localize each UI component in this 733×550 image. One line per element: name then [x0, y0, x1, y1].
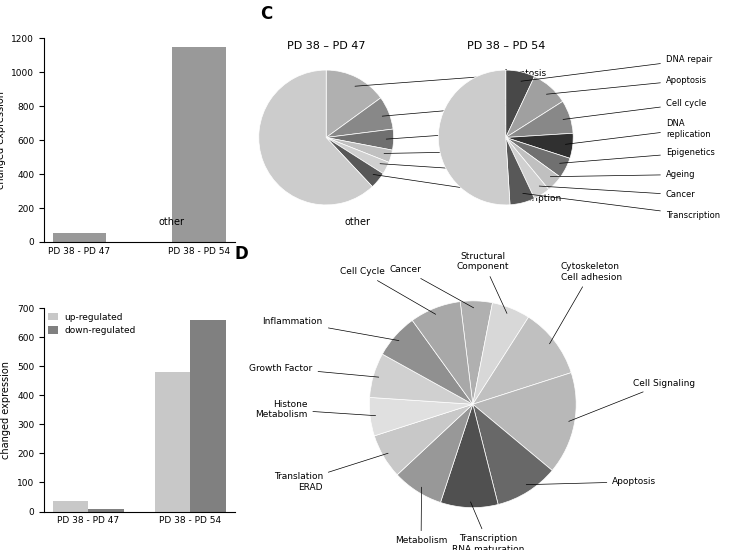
- Wedge shape: [506, 101, 573, 138]
- Wedge shape: [412, 301, 473, 404]
- Bar: [88, 509, 124, 512]
- Text: Ageing: Ageing: [384, 146, 535, 156]
- Bar: [155, 372, 191, 512]
- Title: PD 38 – PD 47: PD 38 – PD 47: [287, 41, 366, 51]
- Wedge shape: [369, 398, 473, 436]
- Text: Transcription: Transcription: [373, 174, 561, 203]
- Text: Apoptosis: Apoptosis: [526, 477, 657, 486]
- Wedge shape: [506, 138, 534, 205]
- Text: Cancer: Cancer: [380, 164, 535, 178]
- Wedge shape: [438, 70, 510, 205]
- Text: Ageing: Ageing: [550, 170, 696, 179]
- Wedge shape: [326, 138, 389, 174]
- Bar: [191, 320, 226, 512]
- Wedge shape: [375, 404, 473, 475]
- Text: C: C: [260, 6, 273, 23]
- Text: Cancer: Cancer: [389, 265, 474, 308]
- Text: Epigenetics: Epigenetics: [559, 148, 715, 163]
- Wedge shape: [460, 301, 493, 404]
- Text: Translation
ERAD: Translation ERAD: [273, 453, 388, 492]
- Text: Apoptosis: Apoptosis: [546, 76, 707, 94]
- Text: other: other: [158, 217, 184, 227]
- Wedge shape: [473, 404, 552, 504]
- Wedge shape: [506, 133, 573, 158]
- Text: Metabolism: Metabolism: [395, 487, 447, 545]
- Text: Growth Factor: Growth Factor: [249, 364, 379, 377]
- Text: D: D: [235, 245, 248, 263]
- Title: PD 38 – PD 54: PD 38 – PD 54: [467, 41, 545, 51]
- Wedge shape: [506, 70, 534, 138]
- Text: Cell Signaling: Cell Signaling: [569, 379, 695, 421]
- Wedge shape: [506, 76, 563, 138]
- Text: DNA
replication: DNA replication: [565, 119, 710, 144]
- Text: Structural
Component: Structural Component: [457, 252, 509, 314]
- Bar: [53, 233, 106, 242]
- Wedge shape: [369, 354, 473, 404]
- Wedge shape: [326, 138, 383, 186]
- Wedge shape: [473, 317, 571, 404]
- Text: Cancer: Cancer: [539, 186, 696, 199]
- Wedge shape: [506, 138, 570, 177]
- Text: other: other: [345, 217, 370, 227]
- Text: Transcription: Transcription: [523, 194, 720, 219]
- Text: Cell cycle: Cell cycle: [382, 100, 547, 116]
- Wedge shape: [506, 138, 560, 189]
- Text: Cell cycle: Cell cycle: [563, 100, 707, 119]
- Wedge shape: [473, 373, 576, 470]
- Text: Histone
Metabolism: Histone Metabolism: [255, 400, 375, 419]
- Y-axis label: Number of genes with
changed expression: Number of genes with changed expression: [0, 86, 6, 195]
- Wedge shape: [326, 138, 392, 162]
- Wedge shape: [326, 70, 380, 138]
- Text: Apoptosis: Apoptosis: [355, 69, 548, 86]
- Text: DNA repair: DNA repair: [521, 56, 712, 81]
- Wedge shape: [473, 302, 528, 404]
- Y-axis label: Number of genes with
changed expression: Number of genes with changed expression: [0, 355, 12, 464]
- Legend: up-regulated, down-regulated: up-regulated, down-regulated: [48, 312, 136, 335]
- Text: Inflammation: Inflammation: [262, 317, 399, 340]
- Wedge shape: [397, 404, 473, 503]
- Text: Transcription
RNA maturation: Transcription RNA maturation: [452, 502, 525, 550]
- Wedge shape: [259, 70, 372, 205]
- Bar: [53, 502, 88, 512]
- Wedge shape: [326, 129, 394, 150]
- Wedge shape: [326, 98, 393, 138]
- Text: Epigenetics: Epigenetics: [386, 124, 556, 139]
- Wedge shape: [441, 404, 498, 508]
- Text: Cell Cycle: Cell Cycle: [340, 267, 435, 314]
- Wedge shape: [506, 138, 549, 199]
- Text: Cytoskeleton
Cell adhesion: Cytoskeleton Cell adhesion: [550, 262, 622, 344]
- Bar: [172, 47, 226, 242]
- Wedge shape: [383, 321, 473, 404]
